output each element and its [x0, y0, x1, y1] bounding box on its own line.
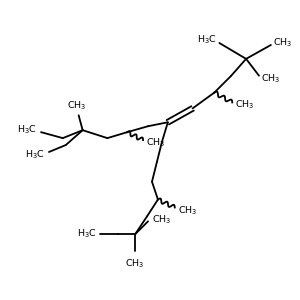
Text: $\mathregular{CH_3}$: $\mathregular{CH_3}$ [146, 137, 166, 149]
Text: $\mathregular{CH_3}$: $\mathregular{CH_3}$ [125, 257, 145, 269]
Text: $\mathregular{H_3C}$: $\mathregular{H_3C}$ [17, 124, 37, 136]
Text: $\mathregular{CH_3}$: $\mathregular{CH_3}$ [235, 98, 255, 111]
Text: $\mathregular{H_3C}$: $\mathregular{H_3C}$ [77, 228, 97, 241]
Text: $\mathregular{H_3C}$: $\mathregular{H_3C}$ [25, 149, 45, 161]
Text: $\mathregular{H_3C}$: $\mathregular{H_3C}$ [196, 34, 216, 46]
Text: $\mathregular{CH_3}$: $\mathregular{CH_3}$ [152, 213, 172, 226]
Text: $\mathregular{CH_3}$: $\mathregular{CH_3}$ [67, 100, 86, 112]
Text: $\mathregular{CH_3}$: $\mathregular{CH_3}$ [178, 204, 197, 217]
Text: $\mathregular{CH_3}$: $\mathregular{CH_3}$ [261, 72, 280, 85]
Text: $\mathregular{CH_3}$: $\mathregular{CH_3}$ [273, 37, 292, 49]
